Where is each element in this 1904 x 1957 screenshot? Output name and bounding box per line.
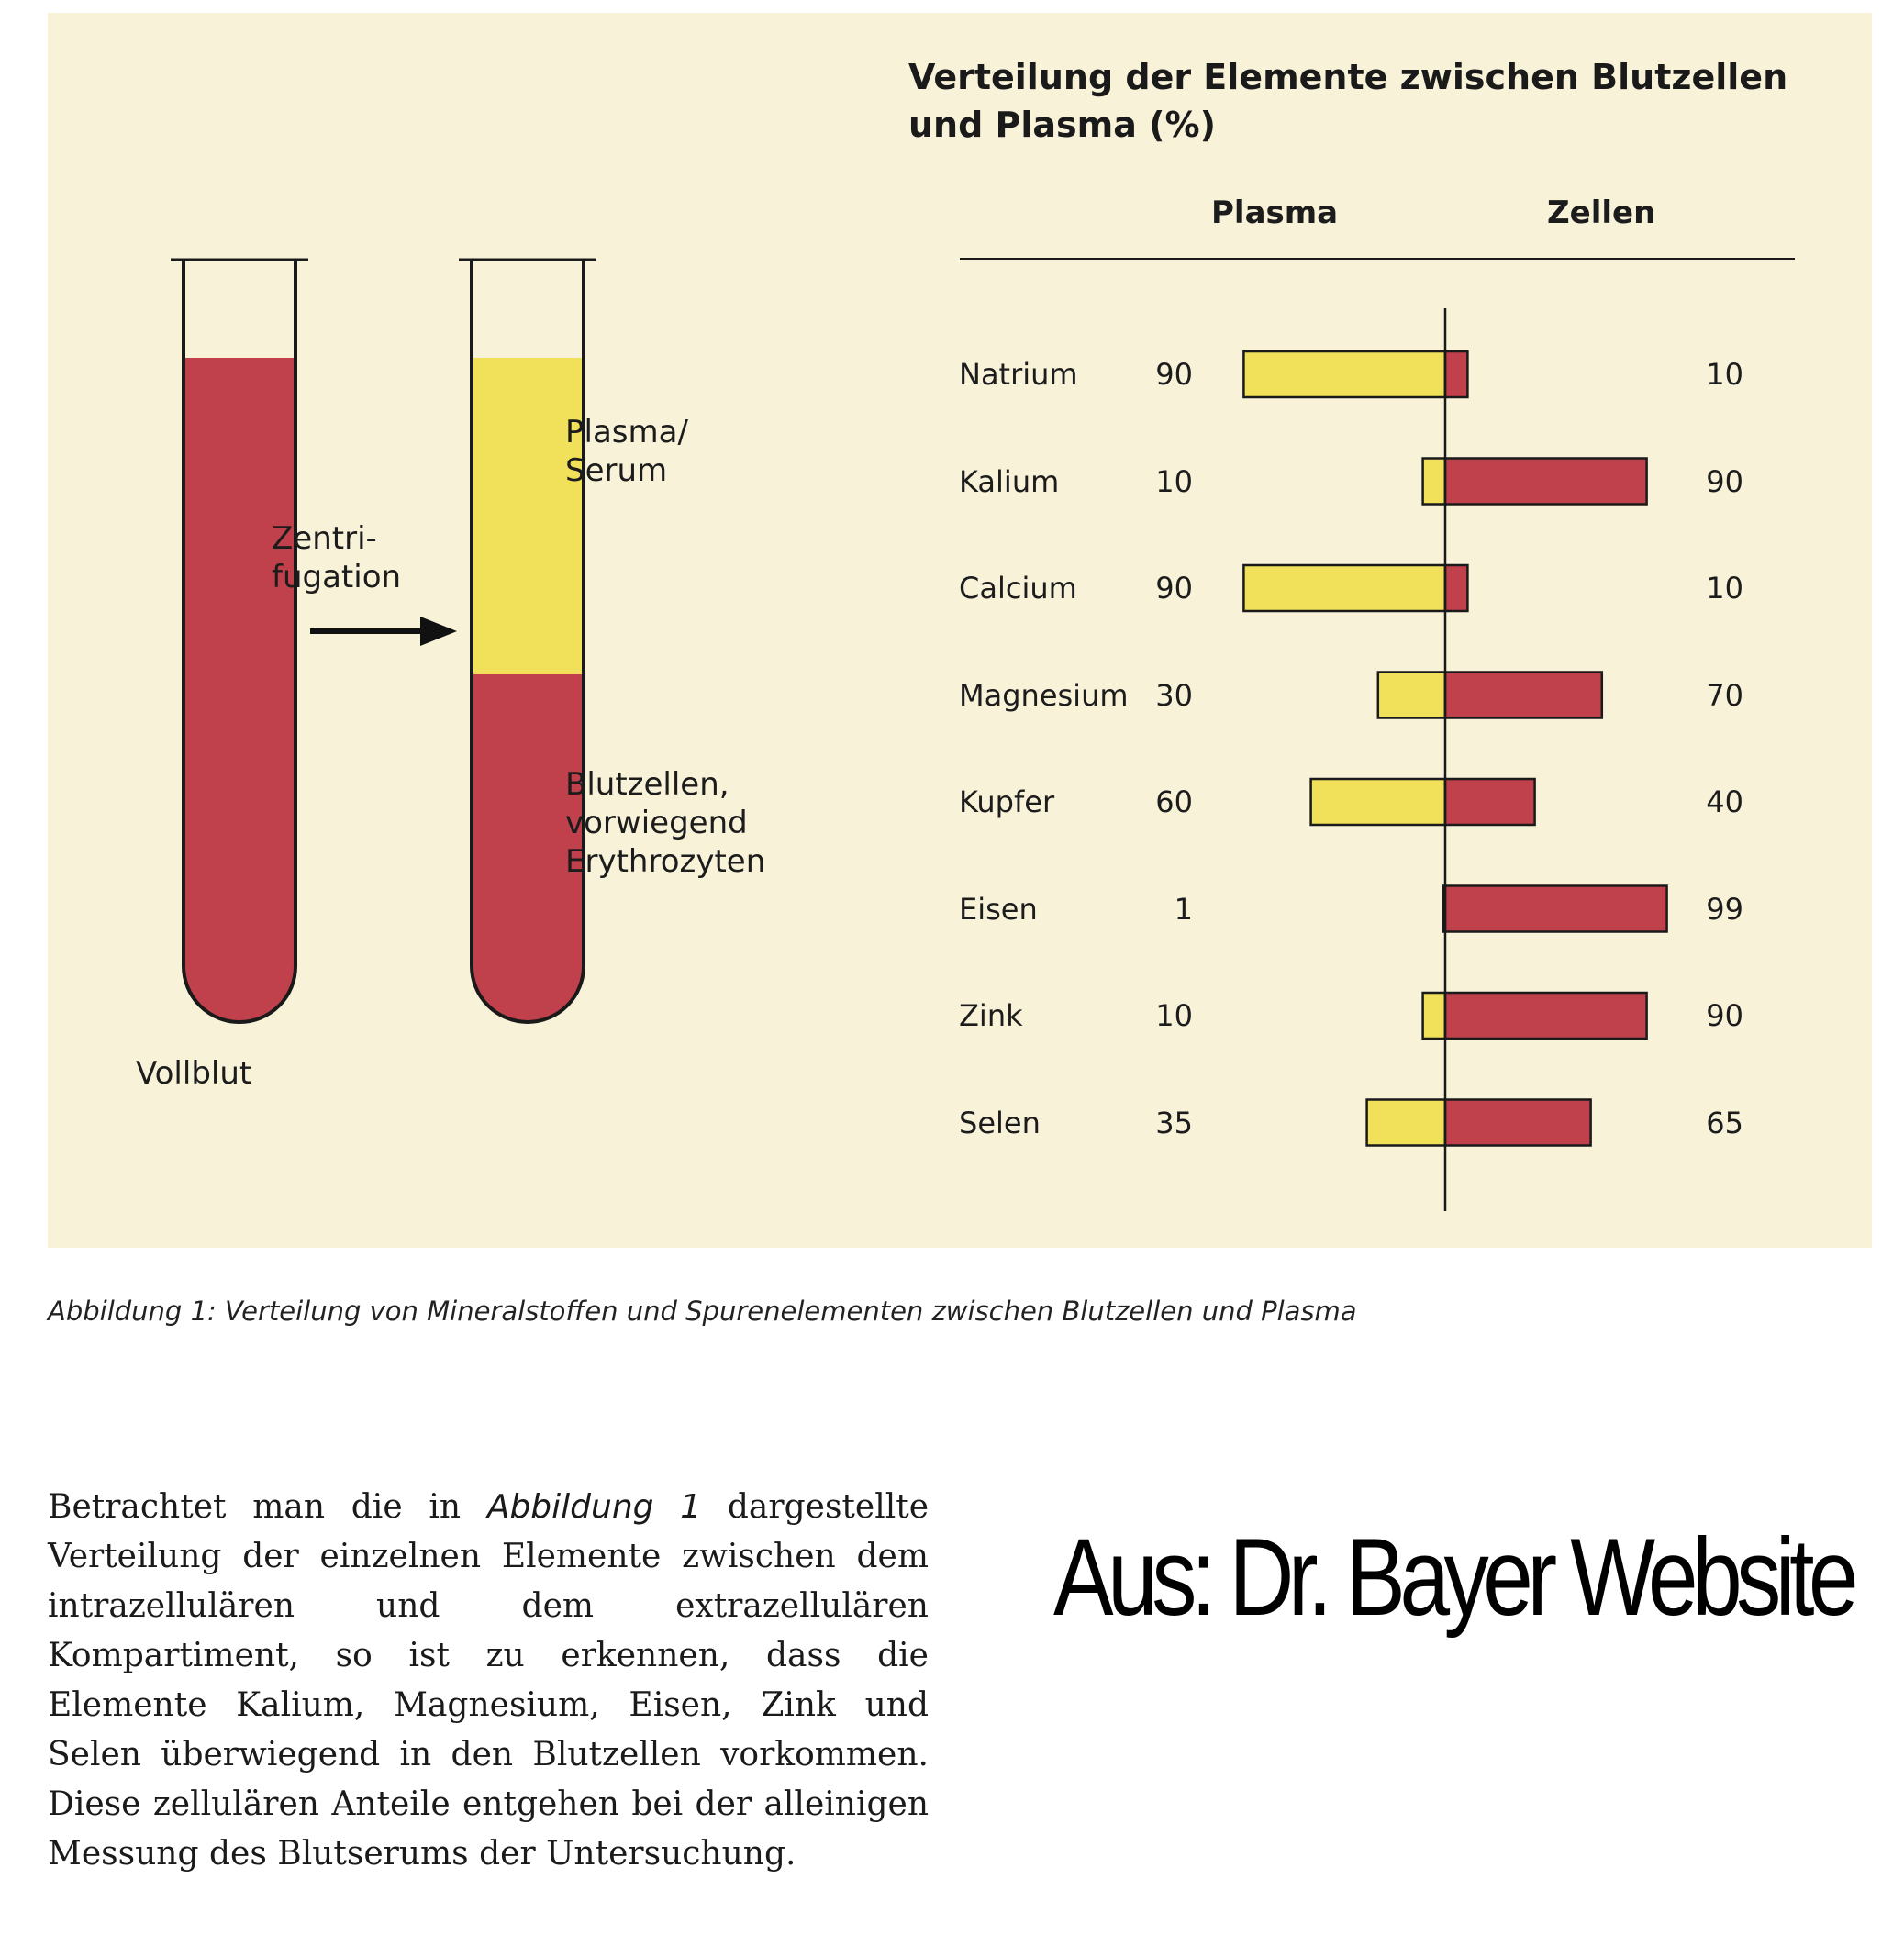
plasma-serum-label: Plasma/ Serum (565, 413, 749, 490)
cells-label-line: Erythrozyten (565, 843, 766, 880)
value-label-plasma: 90 (1155, 357, 1193, 392)
category-label: Zink (959, 998, 1023, 1033)
plasma-label-line: Plasma/ (565, 414, 688, 450)
tube-outline (470, 260, 585, 1024)
centrifugation-label-line: fugation (272, 559, 402, 595)
centrifugation-arrow (310, 617, 457, 646)
bar-plasma-kalium (1421, 457, 1447, 506)
body-text-start: Betrachtet man die in (48, 1488, 487, 1526)
cells-label-line: vorwiegend (565, 805, 748, 841)
bar-zellen-calcium (1443, 563, 1469, 613)
bar-plasma-zink (1421, 991, 1447, 1040)
value-label-zellen: 99 (1706, 891, 1743, 927)
bar-zellen-zink (1443, 991, 1648, 1040)
value-label-zellen: 65 (1706, 1105, 1743, 1140)
category-label: Calcium (959, 571, 1077, 606)
value-label-zellen: 10 (1706, 357, 1743, 392)
category-label: Kupfer (959, 784, 1055, 819)
bar-plasma-natrium (1242, 350, 1447, 399)
bar-zellen-selen (1443, 1098, 1592, 1147)
value-label-plasma: 60 (1155, 784, 1193, 819)
column-header-plasma: Plasma (1211, 195, 1339, 231)
bar-plasma-calcium (1242, 563, 1447, 613)
bar-zellen-kupfer (1443, 777, 1536, 827)
bar-zellen-magnesium (1443, 671, 1604, 719)
value-label-zellen: 70 (1706, 677, 1743, 713)
figure-reference: Abbildung 1 (486, 1488, 702, 1526)
value-label-zellen: 90 (1706, 998, 1743, 1033)
test-tube-whole-blood (171, 258, 308, 1024)
body-paragraph: Betrachtet man die in Abbildung 1 darges… (48, 1483, 929, 1879)
category-label: Kalium (959, 463, 1060, 499)
value-label-zellen: 90 (1706, 463, 1743, 499)
category-label: Natrium (959, 357, 1078, 392)
centrifugation-label: Zentri- fugation (272, 519, 428, 596)
cells-label-line: Blutzellen, (565, 766, 729, 803)
test-tube-separated (459, 258, 596, 1024)
bar-plasma-kupfer (1309, 777, 1447, 827)
figure-caption: Abbildung 1: Verteilung von Mineralstoff… (48, 1295, 1357, 1327)
value-label-plasma: 1 (1174, 891, 1193, 927)
source-watermark: Aus: Dr. Bayer Website (1053, 1516, 1859, 1639)
category-label: Magnesium (959, 677, 1129, 713)
category-label: Eisen (959, 891, 1038, 927)
value-label-plasma: 35 (1155, 1105, 1193, 1140)
value-label-plasma: 10 (1155, 463, 1193, 499)
tube-outline (182, 260, 297, 1024)
bar-zellen-natrium (1443, 350, 1469, 399)
category-label: Selen (959, 1105, 1041, 1140)
bar-plasma-magnesium (1376, 671, 1447, 719)
centrifugation-label-line: Zentri- (272, 520, 377, 557)
body-text-rest: dargestellte Verteilung der einzelnen El… (48, 1488, 929, 1873)
whole-blood-label: Vollblut (136, 1055, 252, 1092)
plasma-layer (472, 358, 584, 674)
blood-cells-label: Blutzellen, vorwiegend Erythrozyten (565, 765, 804, 881)
whole-blood-fill (184, 358, 295, 1022)
chart-title-line: Verteilung der Elemente zwischen Blutzel… (908, 57, 1788, 97)
value-label-plasma: 30 (1155, 677, 1193, 713)
bar-plasma-selen (1365, 1098, 1447, 1147)
column-header-zellen: Zellen (1547, 195, 1656, 231)
value-label-zellen: 40 (1706, 784, 1743, 819)
value-label-zellen: 10 (1706, 571, 1743, 606)
chart-title-line: und Plasma (%) (908, 105, 1216, 145)
bar-zellen-eisen (1443, 884, 1668, 933)
plasma-label-line: Serum (565, 452, 668, 489)
bar-zellen-kalium (1443, 457, 1648, 506)
chart-title: Verteilung der Elemente zwischen Blutzel… (908, 53, 1808, 149)
cell-layer (472, 674, 584, 1022)
value-label-plasma: 10 (1155, 998, 1193, 1033)
bars-layer (1242, 350, 1668, 1147)
value-label-plasma: 90 (1155, 571, 1193, 606)
